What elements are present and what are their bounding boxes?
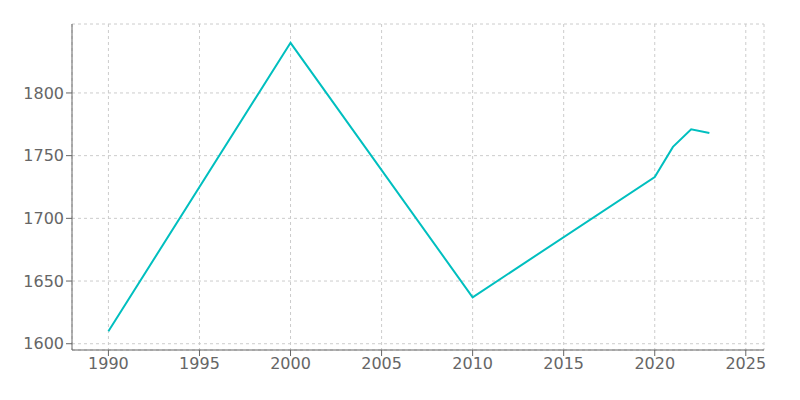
svg-text:2010: 2010: [452, 354, 493, 373]
svg-text:1750: 1750: [23, 146, 64, 165]
svg-text:2025: 2025: [725, 354, 766, 373]
svg-text:1700: 1700: [23, 209, 64, 228]
svg-text:2015: 2015: [543, 354, 584, 373]
svg-text:2020: 2020: [634, 354, 675, 373]
svg-text:2000: 2000: [270, 354, 311, 373]
svg-text:1995: 1995: [179, 354, 220, 373]
svg-text:1800: 1800: [23, 84, 64, 103]
svg-text:1990: 1990: [88, 354, 129, 373]
svg-text:1650: 1650: [23, 272, 64, 291]
svg-text:1600: 1600: [23, 334, 64, 353]
svg-text:2005: 2005: [361, 354, 402, 373]
